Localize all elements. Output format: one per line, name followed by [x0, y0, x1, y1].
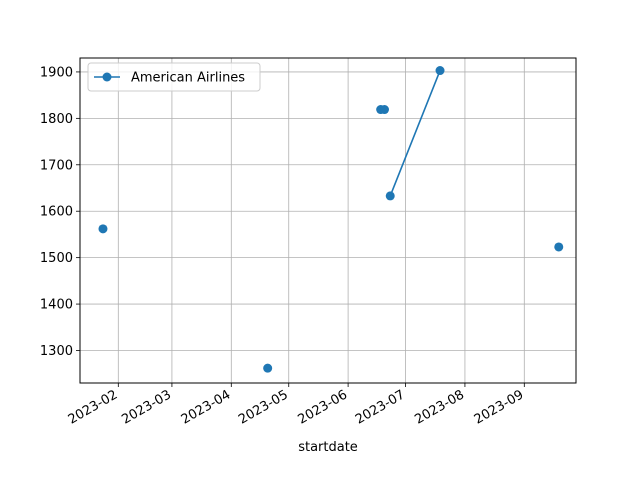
legend-marker: [102, 72, 112, 82]
data-point: [554, 242, 564, 252]
legend-label: American Airlines: [131, 71, 245, 86]
grid: [80, 58, 576, 383]
y-tick-label: 1500: [40, 251, 73, 266]
plot-frame: [79, 57, 577, 384]
y-tick-label: 1800: [40, 112, 73, 127]
y-tick-label: 1900: [40, 65, 73, 80]
data-point: [263, 363, 273, 373]
data-point: [379, 105, 389, 115]
series-line-segment: [389, 70, 441, 197]
legend: American Airlines: [87, 62, 261, 92]
data-point: [435, 66, 445, 76]
y-tick-label: 1300: [40, 344, 73, 359]
series-points: [98, 66, 564, 373]
y-tick-label: 1600: [40, 205, 73, 220]
y-axis-ticks: 1300 1400 1500 1600 1700 1800 1900: [40, 65, 80, 359]
y-tick-label: 1400: [40, 298, 73, 313]
y-tick-label: 1700: [40, 158, 73, 173]
series-lines: [389, 70, 441, 197]
x-axis-label: startdate: [298, 440, 358, 455]
data-point: [98, 224, 108, 234]
legend-box: [87, 62, 261, 92]
data-point: [385, 191, 395, 201]
